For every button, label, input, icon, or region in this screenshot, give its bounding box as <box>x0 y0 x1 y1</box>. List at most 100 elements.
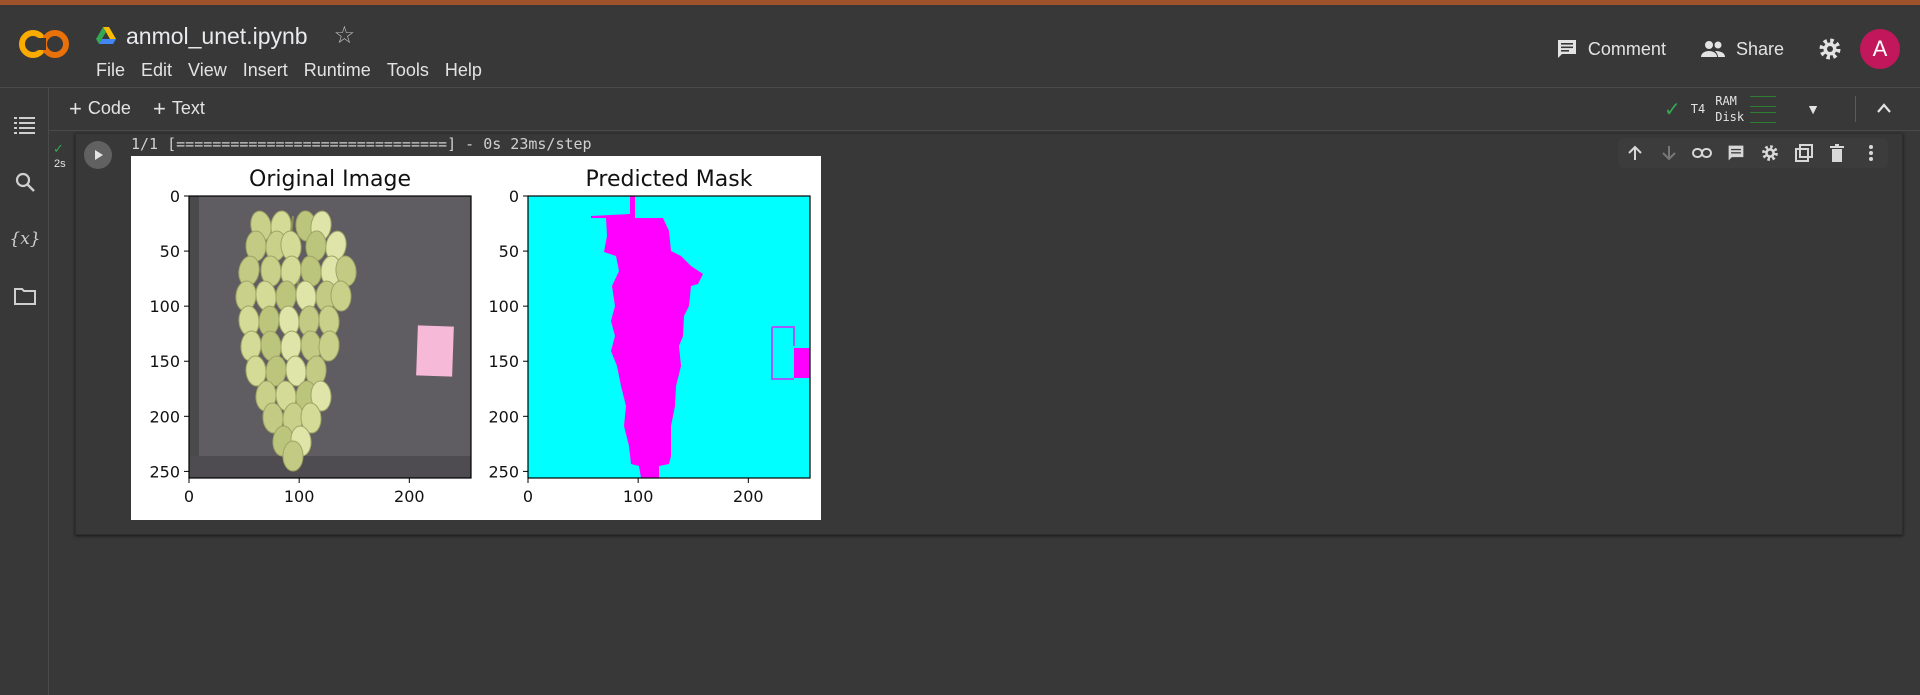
share-label: Share <box>1735 38 1784 59</box>
y-tick-label: 150 <box>488 352 519 371</box>
resource-meters: RAM Disk <box>1715 94 1777 124</box>
axes-frame <box>188 195 472 479</box>
add-code-label: Code <box>87 98 131 118</box>
move-down-icon[interactable] <box>1658 142 1680 164</box>
gpu-label: T4 <box>1690 102 1706 116</box>
runtime-status[interactable]: ✓ T4 RAM Disk ▼ <box>1664 94 1820 124</box>
x-tick-label: 100 <box>284 487 315 506</box>
grape-bunch <box>235 210 357 472</box>
ram-meter <box>1750 95 1777 107</box>
left-sidebar: {𝑥} <box>0 88 49 695</box>
menu-bar: File Edit View Insert Runtime Tools Help <box>88 56 490 85</box>
grape <box>330 280 352 312</box>
menu-view[interactable]: View <box>188 60 227 80</box>
google-drive-icon[interactable] <box>96 27 116 45</box>
menu-help[interactable]: Help <box>444 60 482 80</box>
panel-title-original: Original Image <box>249 167 411 192</box>
gear-icon[interactable] <box>1818 37 1842 61</box>
menu-file[interactable]: File <box>96 60 126 80</box>
y-tick-label: 250 <box>488 462 519 481</box>
disk-meter <box>1750 111 1777 123</box>
figure-svg: Original Image 0 100 200 0 50 100 150 200 250 Pr… <box>149 167 811 506</box>
share-button[interactable]: Share <box>1700 39 1784 60</box>
x-tick-label: 0 <box>523 487 533 506</box>
y-tick-label: 0 <box>509 187 519 206</box>
execution-time: 2s <box>54 158 66 170</box>
chevron-down-icon[interactable]: ▼ <box>1806 101 1820 117</box>
y-tick-label: 200 <box>149 407 180 426</box>
variables-icon[interactable]: {𝑥} <box>9 229 41 249</box>
axes-ticks-original: 0 100 200 0 50 100 150 200 250 <box>149 187 424 506</box>
mask-fragment <box>794 348 810 378</box>
table-of-contents-icon[interactable] <box>12 112 38 138</box>
y-tick-label: 200 <box>488 407 519 426</box>
toolbar-divider <box>1855 96 1856 122</box>
mask-outline <box>771 326 795 380</box>
title-row: anmol_unet.ipynb ☆ <box>96 21 355 51</box>
app-header: anmol_unet.ipynb ☆ File Edit View Insert… <box>0 5 1920 88</box>
notebook-toolbar: + Code + Text ✓ T4 RAM Disk ▼ <box>49 88 1920 131</box>
x-tick-label: 200 <box>733 487 764 506</box>
top-accent-line <box>0 0 1920 5</box>
folder-icon[interactable] <box>12 283 38 309</box>
grape <box>300 402 322 434</box>
y-tick-label: 150 <box>149 352 180 371</box>
add-text-label: Text <box>171 98 205 118</box>
y-tick-label: 250 <box>149 462 180 481</box>
link-icon[interactable] <box>1691 142 1713 164</box>
plus-icon: + <box>69 95 82 121</box>
figure-output: Original Image 0 100 200 0 50 100 150 200 250 Pr… <box>131 156 821 520</box>
add-code-button[interactable]: + Code <box>69 95 131 121</box>
plus-icon: + <box>153 95 166 121</box>
mask-object <box>591 196 703 478</box>
y-tick-label: 50 <box>160 242 180 261</box>
avatar[interactable]: A <box>1860 29 1900 69</box>
panel-title-predicted: Predicted Mask <box>586 167 753 192</box>
comment-button[interactable]: Comment <box>1556 38 1666 60</box>
mirror-cell-icon[interactable] <box>1793 142 1815 164</box>
menu-insert[interactable]: Insert <box>242 60 288 80</box>
ram-label: RAM <box>1715 94 1737 108</box>
cell-output-text: 1/1 [==============================] - 0… <box>131 135 592 153</box>
menu-runtime[interactable]: Runtime <box>303 60 371 80</box>
axes-frame <box>527 195 811 479</box>
comment-icon[interactable] <box>1725 142 1747 164</box>
cell-toolbar <box>1618 138 1888 168</box>
predicted-mask <box>528 196 810 478</box>
colab-logo[interactable] <box>16 27 72 61</box>
menu-edit[interactable]: Edit <box>141 60 173 80</box>
comment-icon <box>1557 40 1576 58</box>
x-tick-label: 200 <box>394 487 425 506</box>
execution-check-icon: ✓ <box>53 141 64 156</box>
comment-label: Comment <box>1587 38 1666 59</box>
chevron-up-icon[interactable] <box>1876 98 1892 119</box>
notebook-title[interactable]: anmol_unet.ipynb <box>126 22 308 49</box>
disk-label: Disk <box>1715 110 1745 124</box>
check-icon: ✓ <box>1664 98 1681 121</box>
y-tick-label: 100 <box>488 297 519 316</box>
add-text-button[interactable]: + Text <box>153 95 205 121</box>
grape <box>310 380 332 412</box>
pink-square <box>416 325 454 377</box>
gear-icon[interactable] <box>1759 142 1781 164</box>
menu-tools[interactable]: Tools <box>386 60 429 80</box>
people-icon <box>1700 41 1725 57</box>
star-icon[interactable]: ☆ <box>333 22 356 49</box>
grape <box>318 330 340 362</box>
original-image <box>189 196 471 478</box>
search-icon[interactable] <box>12 169 38 195</box>
x-tick-label: 0 <box>184 487 194 506</box>
predicted-mask-panel: Predicted Mask 0 100 200 0 50 100 150 200 250 <box>488 167 811 506</box>
run-cell-button[interactable] <box>84 141 112 169</box>
more-options-icon[interactable] <box>1860 142 1882 164</box>
delete-icon[interactable] <box>1826 142 1848 164</box>
axes-ticks-predicted: 0 100 200 0 50 100 150 200 250 <box>488 187 763 506</box>
x-tick-label: 100 <box>623 487 654 506</box>
header-actions: Comment Share A <box>1556 29 1900 69</box>
y-tick-label: 100 <box>149 297 180 316</box>
y-tick-label: 50 <box>499 242 519 261</box>
play-icon <box>95 150 103 160</box>
move-up-icon[interactable] <box>1624 142 1646 164</box>
y-tick-label: 0 <box>170 187 180 206</box>
grape <box>282 440 304 472</box>
